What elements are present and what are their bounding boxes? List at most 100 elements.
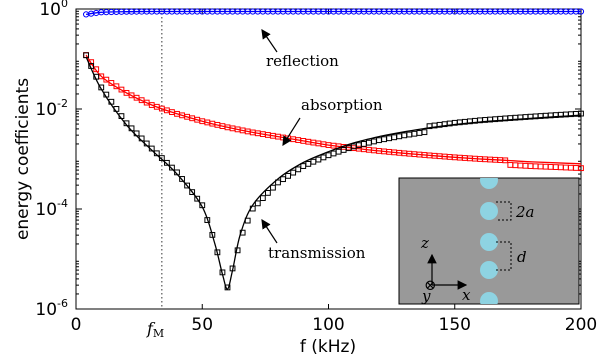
data-point	[416, 130, 423, 136]
data-point	[340, 147, 347, 153]
x-axis-title: f (kHz)	[300, 337, 356, 357]
data-point	[204, 217, 211, 223]
data-point	[381, 136, 387, 143]
data-point	[355, 142, 362, 149]
data-point	[290, 169, 297, 176]
annotation-transmission-arrow	[261, 218, 278, 244]
series-layer	[83, 8, 585, 291]
data-point	[310, 158, 317, 165]
y-tick-base: 10	[39, 0, 61, 20]
data-point	[542, 163, 549, 170]
data-point	[169, 164, 175, 171]
data-point	[295, 166, 302, 173]
data-point	[280, 176, 286, 183]
data-point	[406, 131, 413, 138]
data-point	[158, 155, 165, 161]
inset-circles	[480, 178, 498, 304]
fm-label-base: f	[146, 319, 156, 338]
data-point	[174, 169, 180, 176]
data-point	[411, 130, 418, 137]
data-point	[325, 152, 332, 159]
data-point	[184, 182, 190, 189]
data-point	[573, 165, 579, 171]
y-tick-label: 10-6	[35, 297, 68, 320]
data-point	[108, 98, 115, 105]
fm-label: fM	[146, 319, 164, 340]
data-point	[360, 141, 367, 147]
data-point	[153, 150, 160, 157]
data-point	[239, 229, 246, 236]
data-point	[189, 189, 196, 196]
data-point	[320, 154, 327, 161]
data-point	[118, 113, 125, 119]
data-point	[371, 138, 377, 145]
data-point	[421, 129, 428, 136]
inset-2a-label: 2a	[515, 203, 535, 221]
y-tick-exponent: -6	[57, 297, 68, 310]
data-point	[259, 195, 266, 202]
data-point	[209, 231, 216, 238]
inset-circle	[480, 178, 498, 189]
data-point	[552, 164, 559, 170]
y-tick-label: 10-4	[35, 197, 68, 220]
data-point	[103, 91, 110, 98]
data-point	[214, 249, 221, 256]
data-point	[199, 202, 206, 209]
data-point	[522, 162, 529, 169]
data-point	[578, 110, 584, 117]
data-point	[386, 135, 393, 142]
data-point	[148, 145, 155, 152]
data-point	[123, 120, 130, 127]
data-point	[83, 52, 89, 59]
series-absorption	[83, 52, 584, 172]
data-point	[164, 159, 170, 166]
data-point	[138, 135, 145, 142]
data-point	[113, 106, 120, 112]
data-point	[244, 217, 251, 224]
y-tick-label: 10-2	[35, 97, 68, 120]
data-point	[537, 163, 544, 170]
y-tick-base: 10	[35, 300, 57, 320]
data-point	[568, 164, 574, 171]
data-point	[315, 156, 322, 163]
inset-y-symbol: ⊗	[424, 276, 437, 294]
data-point	[562, 164, 569, 171]
data-point	[128, 125, 135, 132]
inset-circle	[480, 261, 498, 279]
data-point	[577, 8, 585, 15]
data-point	[143, 140, 150, 147]
x-tick-label: 150	[439, 315, 471, 335]
data-point	[366, 139, 372, 146]
data-point	[512, 162, 519, 169]
data-point	[305, 160, 312, 167]
data-point	[254, 200, 261, 207]
data-point	[113, 83, 120, 90]
data-point	[507, 162, 514, 168]
annotation-transmission: transmission	[268, 244, 366, 262]
data-point	[502, 157, 509, 164]
data-point	[335, 148, 342, 155]
series-reflection	[83, 8, 585, 18]
x-tick-label: 50	[191, 315, 213, 335]
annotation-absorption-arrow	[282, 117, 301, 147]
inset-2a-bracket	[496, 201, 512, 221]
annotation-reflection-arrow	[261, 29, 278, 53]
y-tick-exponent: -4	[57, 197, 68, 210]
data-point	[194, 195, 201, 202]
inset-y-label: y	[421, 287, 431, 305]
annotation-reflection: reflection	[266, 52, 339, 70]
series-markers-absorption	[83, 52, 584, 172]
fm-label-sub: M	[153, 327, 164, 340]
data-point	[396, 133, 403, 140]
series-markers-reflection	[83, 8, 585, 18]
data-point	[330, 150, 337, 157]
data-point	[234, 247, 241, 254]
inset-z-label: z	[420, 234, 429, 252]
annotation-absorption: absorption	[301, 96, 383, 114]
data-point	[103, 76, 110, 83]
data-point	[285, 172, 292, 179]
x-tick-label: 200	[565, 315, 597, 335]
inset-x-label: x	[462, 286, 471, 304]
